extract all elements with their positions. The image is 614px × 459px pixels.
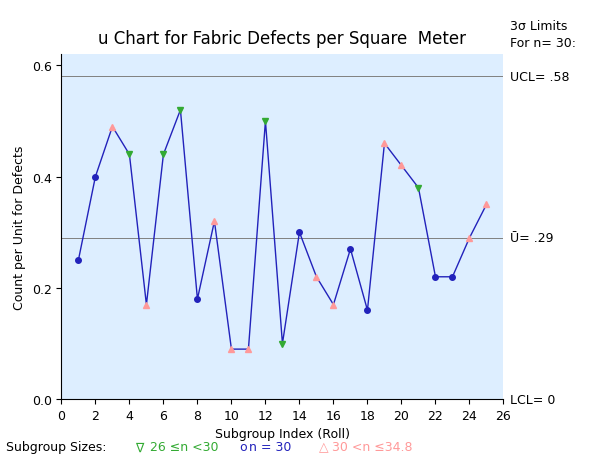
Text: 26 ≤n <30: 26 ≤n <30 bbox=[150, 441, 219, 453]
Text: 30 <n ≤34.8: 30 <n ≤34.8 bbox=[332, 441, 412, 453]
Text: o: o bbox=[239, 441, 247, 453]
Title: u Chart for Fabric Defects per Square  Meter: u Chart for Fabric Defects per Square Me… bbox=[98, 30, 467, 48]
Text: Ū= .29: Ū= .29 bbox=[510, 232, 553, 245]
Text: UCL= .58: UCL= .58 bbox=[510, 71, 569, 84]
Text: ∇: ∇ bbox=[135, 441, 144, 453]
Text: △: △ bbox=[319, 441, 329, 453]
X-axis label: Subgroup Index (Roll): Subgroup Index (Roll) bbox=[215, 427, 350, 441]
Y-axis label: Count per Unit for Defects: Count per Unit for Defects bbox=[13, 145, 26, 309]
Text: Subgroup Sizes:: Subgroup Sizes: bbox=[6, 441, 107, 453]
Text: n = 30: n = 30 bbox=[249, 441, 291, 453]
Text: LCL= 0: LCL= 0 bbox=[510, 393, 555, 406]
Text: 3σ Limits
For n= 30:: 3σ Limits For n= 30: bbox=[510, 20, 575, 50]
